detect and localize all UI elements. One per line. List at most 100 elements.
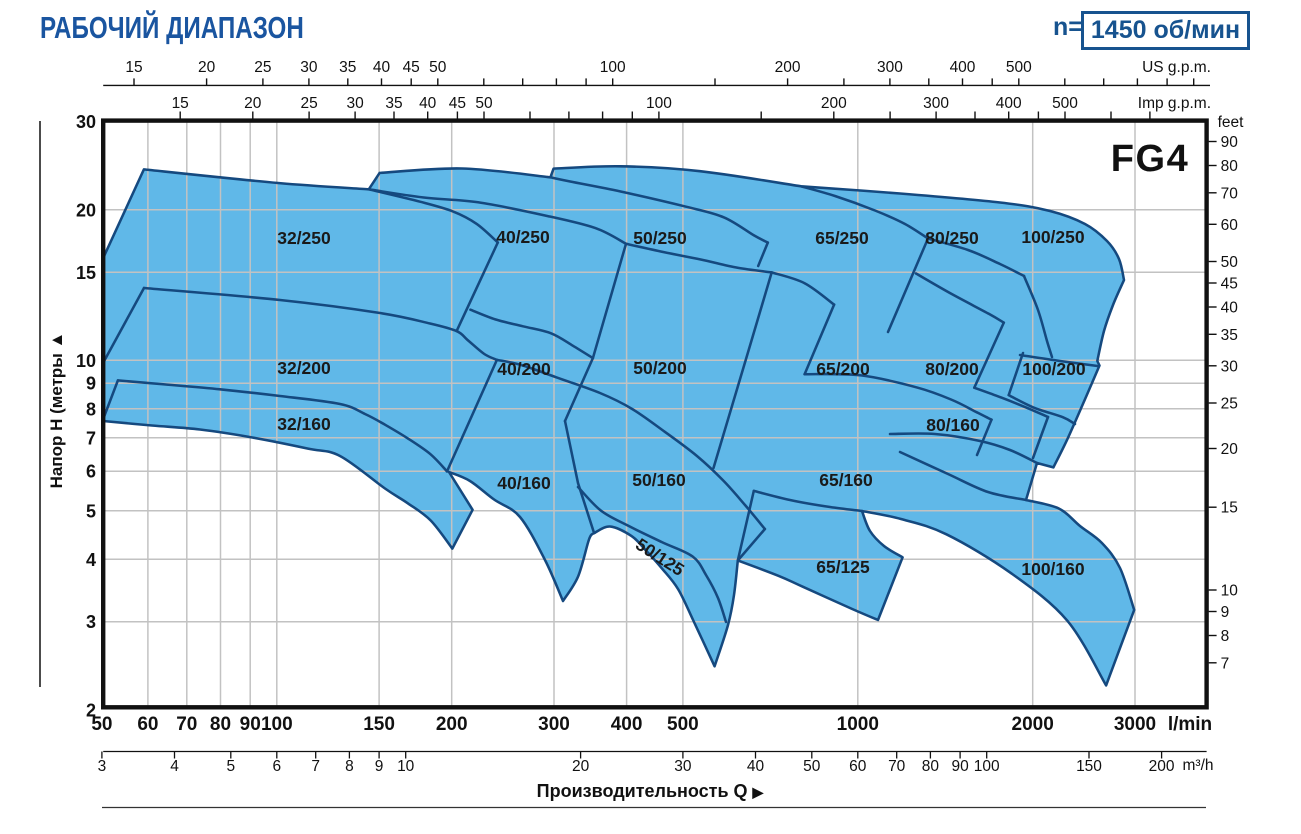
- svg-text:50/250: 50/250: [633, 228, 687, 248]
- svg-text:40: 40: [747, 758, 765, 775]
- svg-text:80/200: 80/200: [925, 359, 979, 379]
- svg-text:65/200: 65/200: [816, 359, 870, 379]
- svg-text:8: 8: [1221, 628, 1230, 645]
- svg-text:5: 5: [86, 501, 96, 521]
- svg-text:15: 15: [125, 59, 142, 76]
- svg-text:100/200: 100/200: [1022, 359, 1086, 379]
- svg-text:20: 20: [76, 200, 96, 220]
- svg-text:9: 9: [1221, 604, 1230, 621]
- svg-text:90: 90: [240, 714, 261, 735]
- svg-text:40: 40: [1221, 300, 1239, 317]
- svg-text:5: 5: [226, 758, 235, 775]
- svg-text:10: 10: [76, 351, 96, 371]
- svg-text:60: 60: [849, 758, 867, 775]
- svg-text:70: 70: [1221, 185, 1239, 202]
- svg-text:Производительность Q ▶: Производительность Q ▶: [537, 781, 765, 801]
- svg-text:9: 9: [375, 758, 384, 775]
- svg-text:400: 400: [611, 714, 643, 735]
- svg-text:100: 100: [974, 758, 1000, 775]
- svg-text:400: 400: [950, 59, 976, 76]
- svg-text:30: 30: [346, 95, 364, 112]
- svg-text:200: 200: [436, 714, 468, 735]
- svg-text:FG4: FG4: [1111, 138, 1189, 180]
- svg-text:150: 150: [363, 714, 395, 735]
- svg-text:40/160: 40/160: [497, 473, 551, 493]
- svg-text:32/250: 32/250: [277, 228, 331, 248]
- svg-text:Imp g.p.m.: Imp g.p.m.: [1138, 95, 1211, 112]
- svg-text:US g.p.m.: US g.p.m.: [1142, 59, 1211, 76]
- svg-text:70: 70: [176, 714, 197, 735]
- svg-text:8: 8: [86, 399, 96, 419]
- svg-text:200: 200: [775, 59, 801, 76]
- svg-text:35: 35: [1221, 327, 1238, 344]
- svg-text:30: 30: [1221, 358, 1239, 375]
- svg-text:20: 20: [572, 758, 590, 775]
- svg-text:15: 15: [172, 95, 189, 112]
- svg-text:35: 35: [339, 59, 356, 76]
- svg-text:30: 30: [300, 59, 318, 76]
- svg-text:40: 40: [419, 95, 437, 112]
- svg-text:9: 9: [86, 374, 96, 394]
- svg-text:80: 80: [1221, 158, 1239, 175]
- svg-text:15: 15: [1221, 500, 1238, 517]
- svg-text:7: 7: [311, 758, 320, 775]
- svg-text:80/250: 80/250: [925, 228, 979, 248]
- svg-text:300: 300: [877, 59, 903, 76]
- svg-text:200: 200: [821, 95, 847, 112]
- svg-text:10: 10: [397, 758, 415, 775]
- svg-text:50/160: 50/160: [632, 470, 686, 490]
- svg-text:30: 30: [674, 758, 692, 775]
- svg-text:500: 500: [667, 714, 699, 735]
- svg-text:40/250: 40/250: [496, 227, 550, 247]
- svg-text:l/min: l/min: [1168, 714, 1212, 735]
- svg-text:65/125: 65/125: [816, 557, 870, 577]
- svg-text:200: 200: [1149, 758, 1175, 775]
- svg-text:32/160: 32/160: [277, 414, 331, 434]
- svg-text:300: 300: [538, 714, 570, 735]
- svg-text:7: 7: [1221, 655, 1230, 672]
- svg-text:100: 100: [261, 714, 293, 735]
- svg-text:2: 2: [86, 700, 96, 720]
- svg-text:10: 10: [1221, 583, 1239, 600]
- svg-text:40: 40: [373, 59, 391, 76]
- svg-text:6: 6: [272, 758, 281, 775]
- svg-text:4: 4: [86, 550, 96, 570]
- svg-text:4: 4: [170, 758, 179, 775]
- svg-text:Напор Н (метры ▲: Напор Н (метры ▲: [47, 332, 66, 489]
- svg-text:3: 3: [98, 758, 107, 775]
- svg-text:50: 50: [429, 59, 447, 76]
- svg-text:80/160: 80/160: [926, 415, 980, 435]
- svg-text:100/250: 100/250: [1021, 227, 1085, 247]
- svg-text:7: 7: [86, 428, 96, 448]
- svg-text:2000: 2000: [1012, 714, 1054, 735]
- svg-text:feet: feet: [1218, 114, 1245, 131]
- svg-text:45: 45: [449, 95, 466, 112]
- svg-text:300: 300: [923, 95, 949, 112]
- svg-text:m³/h: m³/h: [1183, 757, 1214, 774]
- svg-text:90: 90: [1221, 134, 1239, 151]
- svg-text:60: 60: [1221, 217, 1239, 234]
- svg-text:100: 100: [646, 95, 672, 112]
- svg-text:150: 150: [1076, 758, 1102, 775]
- svg-text:500: 500: [1052, 95, 1078, 112]
- svg-text:100: 100: [600, 59, 626, 76]
- svg-text:50: 50: [1221, 254, 1239, 271]
- svg-text:60: 60: [137, 714, 158, 735]
- svg-text:20: 20: [198, 59, 216, 76]
- svg-text:15: 15: [76, 263, 96, 283]
- svg-text:50: 50: [475, 95, 493, 112]
- svg-text:50: 50: [91, 714, 112, 735]
- svg-text:80: 80: [922, 758, 940, 775]
- svg-text:50: 50: [803, 758, 821, 775]
- svg-text:25: 25: [300, 95, 317, 112]
- svg-text:3000: 3000: [1114, 714, 1156, 735]
- svg-text:3: 3: [86, 612, 96, 632]
- svg-text:500: 500: [1006, 59, 1032, 76]
- svg-text:32/200: 32/200: [277, 358, 331, 378]
- svg-text:6: 6: [86, 462, 96, 482]
- svg-text:20: 20: [1221, 441, 1239, 458]
- svg-text:8: 8: [345, 758, 354, 775]
- svg-text:90: 90: [951, 758, 969, 775]
- svg-text:25: 25: [254, 59, 271, 76]
- svg-text:70: 70: [888, 758, 906, 775]
